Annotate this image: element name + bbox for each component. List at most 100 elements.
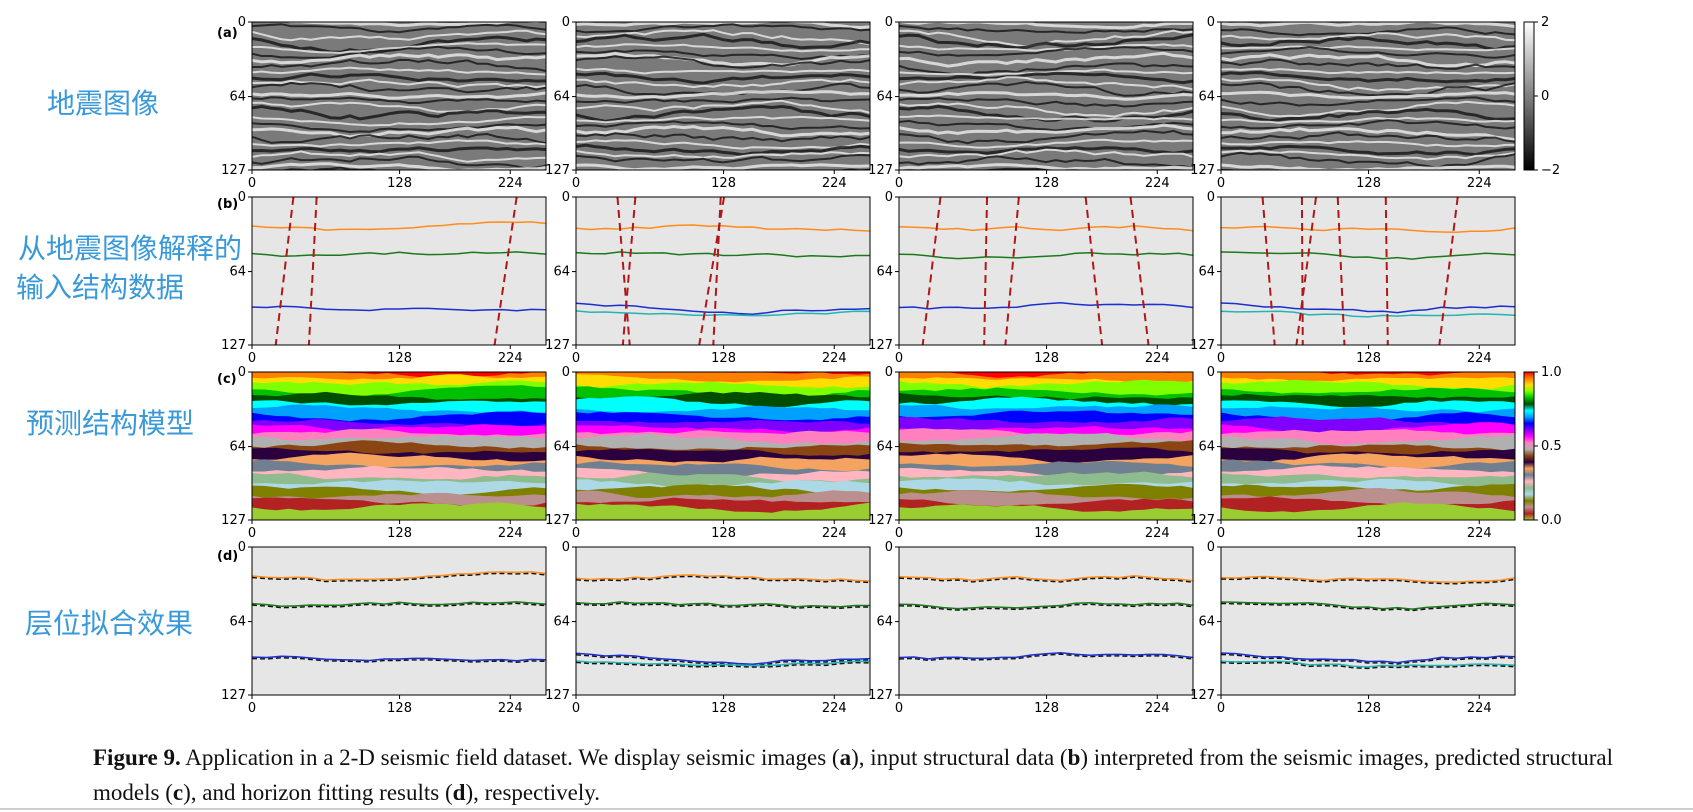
- structural-4-xtick: 128: [1356, 351, 1381, 366]
- caption-ref-d: d: [452, 780, 466, 805]
- figure-caption: Figure 9. Application in a 2-D seismic f…: [93, 740, 1683, 810]
- horizon-fit-panel-3: 0 128 224 0 64 127: [868, 540, 1194, 716]
- model-1-xtick: 0: [248, 526, 256, 541]
- seismic-colorbar: 2 0 −2: [1523, 15, 1560, 178]
- fit-2-xtick: 128: [711, 701, 736, 716]
- structural-3-ytick: 64: [876, 265, 893, 280]
- fit-1-ytick: 127: [221, 688, 246, 703]
- colorbars: 2 0 −2 1.0 0.5 0.0: [1523, 15, 1562, 528]
- seismic-4-xtick: 224: [1467, 176, 1492, 191]
- model-3-ytick: 64: [876, 440, 893, 455]
- seismic-1-ytick: 64: [229, 90, 246, 105]
- seismic-panel-2: 0 128 224 0 64 127: [545, 15, 871, 191]
- model-2-xtick: 0: [572, 526, 580, 541]
- fit-1-xtick: 0: [248, 701, 256, 716]
- model-4-ytick: 127: [1190, 513, 1215, 528]
- structural-4-xtick: 224: [1467, 351, 1492, 366]
- panel-letter-a: (a): [217, 26, 238, 41]
- seismic-4-ytick: 0: [1207, 15, 1215, 30]
- fit-4-xtick: 0: [1217, 701, 1225, 716]
- fit-4-ytick: 64: [1198, 615, 1215, 630]
- structural-data-panel-1: 0 128 224 0 64 127: [221, 190, 547, 366]
- model-colorbar-tick: 0.5: [1541, 439, 1562, 454]
- seismic-2-ytick: 64: [553, 90, 570, 105]
- model-1-ytick: 127: [221, 513, 246, 528]
- model-1-xtick: 224: [498, 526, 523, 541]
- caption-ref-a: a: [839, 745, 852, 770]
- model-4-xtick: 224: [1467, 526, 1492, 541]
- structural-model-panel-1: 0 128 224 0 64 127: [221, 365, 547, 541]
- horizon-fit-panel-1: 0 128 224 0 64 127: [221, 540, 547, 716]
- seismic-1-ytick: 127: [221, 163, 246, 178]
- structural-1-ytick: 64: [229, 265, 246, 280]
- model-2-xtick: 128: [711, 526, 736, 541]
- fit-4-ytick: 0: [1207, 540, 1215, 555]
- model-3-ytick: 0: [885, 365, 893, 380]
- row-label-c: 预测结构模型: [26, 407, 194, 440]
- fit-1-ytick: 64: [229, 615, 246, 630]
- structural-4-xtick: 0: [1217, 351, 1225, 366]
- structural-2-ytick: 64: [553, 265, 570, 280]
- seismic-1-xtick: 224: [498, 176, 523, 191]
- structural-model-panel-4: 0 128 224 0 64 127: [1190, 365, 1516, 541]
- fit-2-xtick: 0: [572, 701, 580, 716]
- model-4-ytick: 0: [1207, 365, 1215, 380]
- structural-model-panel-3: 0 128 224 0 64 127: [868, 365, 1194, 541]
- panel-letter-b: (b): [217, 197, 238, 212]
- caption-text-1: Application in a 2-D seismic field datas…: [180, 745, 840, 770]
- caption-text-3: ) interpreted from the seismic images, p…: [93, 745, 1614, 805]
- model-colorbar: 1.0 0.5 0.0: [1523, 365, 1562, 528]
- model-1-ytick: 64: [229, 440, 246, 455]
- panel-letter-d: (d): [217, 549, 238, 564]
- structural-2-xtick: 0: [572, 351, 580, 366]
- seismic-1-xtick: 0: [248, 176, 256, 191]
- structural-1-xtick: 128: [387, 351, 412, 366]
- structural-3-xtick: 128: [1034, 351, 1059, 366]
- row-label-a: 地震图像: [47, 87, 159, 120]
- fit-1-xtick: 224: [498, 701, 523, 716]
- structural-3-ytick: 0: [885, 190, 893, 205]
- fit-2-ytick: 0: [562, 540, 570, 555]
- seismic-4-ytick: 127: [1190, 163, 1215, 178]
- caption-text-5: ), respectively.: [465, 780, 600, 805]
- structural-data-panel-4: 0 128 224 0 64 127: [1190, 190, 1516, 366]
- structural-1-xtick: 224: [498, 351, 523, 366]
- structural-1-ytick: 0: [238, 190, 246, 205]
- panel-letter-c: (c): [217, 372, 237, 387]
- row-label-b-line2: 输入结构数据: [16, 271, 184, 304]
- fit-2-xtick: 224: [822, 701, 847, 716]
- seismic-3-ytick: 64: [876, 90, 893, 105]
- fit-4-xtick: 224: [1467, 701, 1492, 716]
- structural-2-xtick: 224: [822, 351, 847, 366]
- row-label-d: 层位拟合效果: [25, 607, 193, 640]
- model-3-ytick: 127: [868, 513, 893, 528]
- structural-4-ytick: 0: [1207, 190, 1215, 205]
- caption-text-4: ), and horizon fitting results (: [183, 780, 453, 805]
- structural-1-ytick: 127: [221, 338, 246, 353]
- seismic-panel-3: 0 128 224 0 64 127: [868, 15, 1194, 191]
- caption-ref-c: c: [172, 780, 184, 805]
- seismic-3-ytick: 127: [868, 163, 893, 178]
- structural-3-xtick: 224: [1145, 351, 1170, 366]
- model-colorbar-tick: 1.0: [1541, 365, 1562, 380]
- model-3-xtick: 0: [895, 526, 903, 541]
- structural-2-ytick: 127: [545, 338, 570, 353]
- seismic-colorbar-tick: −2: [1541, 163, 1560, 178]
- model-3-xtick: 128: [1034, 526, 1059, 541]
- structural-model-panel-2: 0 128 224 0 64 127: [545, 365, 871, 541]
- model-3-xtick: 224: [1145, 526, 1170, 541]
- model-2-ytick: 0: [562, 365, 570, 380]
- seismic-1-ytick: 0: [238, 15, 246, 30]
- model-2-ytick: 64: [553, 440, 570, 455]
- seismic-colorbar-tick: 2: [1541, 15, 1549, 30]
- seismic-4-xtick: 0: [1217, 176, 1225, 191]
- seismic-3-xtick: 0: [895, 176, 903, 191]
- seismic-1-xtick: 128: [387, 176, 412, 191]
- structural-4-ytick: 64: [1198, 265, 1215, 280]
- seismic-2-ytick: 127: [545, 163, 570, 178]
- model-4-xtick: 128: [1356, 526, 1381, 541]
- row-label-b-line1: 从地震图像解释的: [18, 232, 242, 265]
- structural-data-panel-2: 0 128 224 0 64 127: [545, 190, 871, 366]
